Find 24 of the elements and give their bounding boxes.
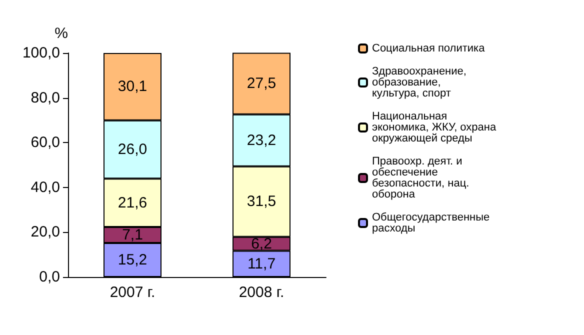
legend-label: Правоохр. деят. и обеспечение безопасности, нац. оборона bbox=[372, 156, 472, 200]
x-tick-label: 2007 г. bbox=[110, 284, 156, 301]
data-label: 15,2 bbox=[118, 251, 148, 268]
legend-label: Общегосударственные расходы bbox=[372, 212, 493, 234]
data-label: 30,1 bbox=[118, 78, 148, 96]
y-tick-label: 20,0 bbox=[30, 224, 60, 241]
data-label: 11,7 bbox=[247, 255, 276, 272]
legend-label: Здравоохранение, образование, культура, спорт bbox=[372, 66, 470, 100]
data-label: 31,5 bbox=[246, 193, 276, 210]
y-tick-label: 60,0 bbox=[30, 134, 60, 152]
legend-label: Социальная политика bbox=[372, 42, 486, 54]
data-label: 23,2 bbox=[246, 132, 276, 149]
x-tick-label: 2008 г. bbox=[238, 284, 284, 301]
y-tick-label: 0,0 bbox=[39, 268, 60, 286]
legend-label: Национальная экономика, ЖКУ, охрана окружающей среды bbox=[372, 110, 500, 144]
data-label: 6,2 bbox=[251, 235, 272, 252]
data-label: 21,6 bbox=[118, 194, 148, 212]
y-tick-label: 40,0 bbox=[30, 178, 60, 196]
y-axis-title: % bbox=[54, 25, 68, 42]
y-tick-label: 100,0 bbox=[22, 44, 60, 62]
data-label: 7,1 bbox=[122, 226, 143, 244]
data-label: 27,5 bbox=[246, 75, 276, 92]
y-tick-label: 80,0 bbox=[30, 89, 60, 106]
data-label: 26,0 bbox=[118, 141, 148, 158]
